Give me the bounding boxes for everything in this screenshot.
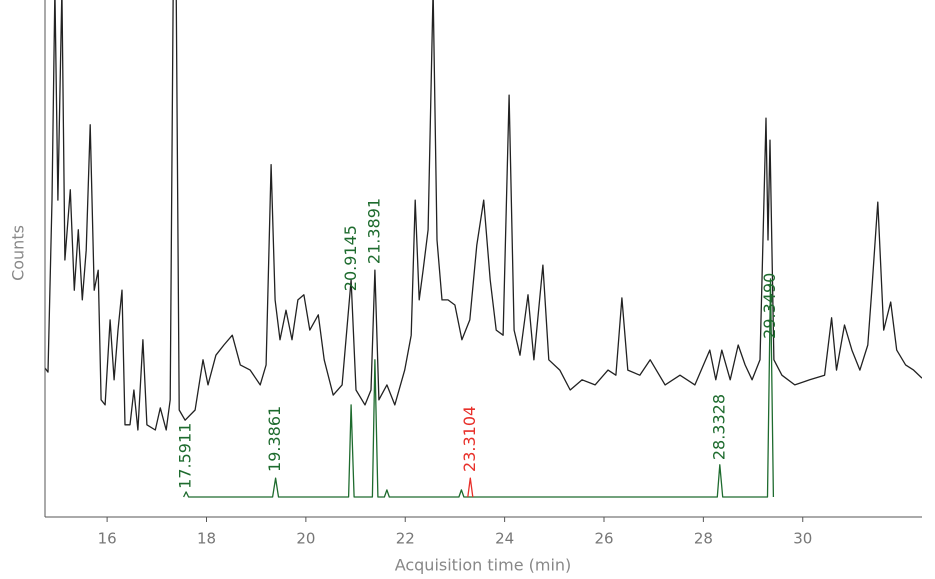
- series-line: [183, 278, 775, 498]
- x-tick-label: 20: [296, 530, 315, 548]
- x-tick-label: 16: [98, 530, 117, 548]
- x-tick-label: 22: [396, 530, 415, 548]
- x-tick-label: 18: [197, 530, 216, 548]
- peak-label: 17.5911: [176, 423, 195, 489]
- peak-label: 28.3328: [709, 394, 728, 460]
- plot-area: [45, 0, 922, 498]
- y-axis-title: Counts: [9, 225, 28, 281]
- x-tick-label: 30: [793, 530, 812, 548]
- peak-label: 19.3861: [265, 406, 284, 472]
- peak-label: 21.3891: [364, 198, 383, 264]
- x-tick-label: 28: [694, 530, 713, 548]
- peak-label: 20.9145: [341, 225, 360, 291]
- x-tick-label: 26: [594, 530, 613, 548]
- peak-label: 23.3104: [460, 406, 479, 472]
- x-axis-title: Acquisition time (min): [395, 556, 572, 575]
- series-line: [45, 0, 922, 431]
- peak-label: 29.3490: [760, 273, 779, 339]
- x-tick-label: 24: [495, 530, 514, 548]
- series-line: [467, 477, 474, 498]
